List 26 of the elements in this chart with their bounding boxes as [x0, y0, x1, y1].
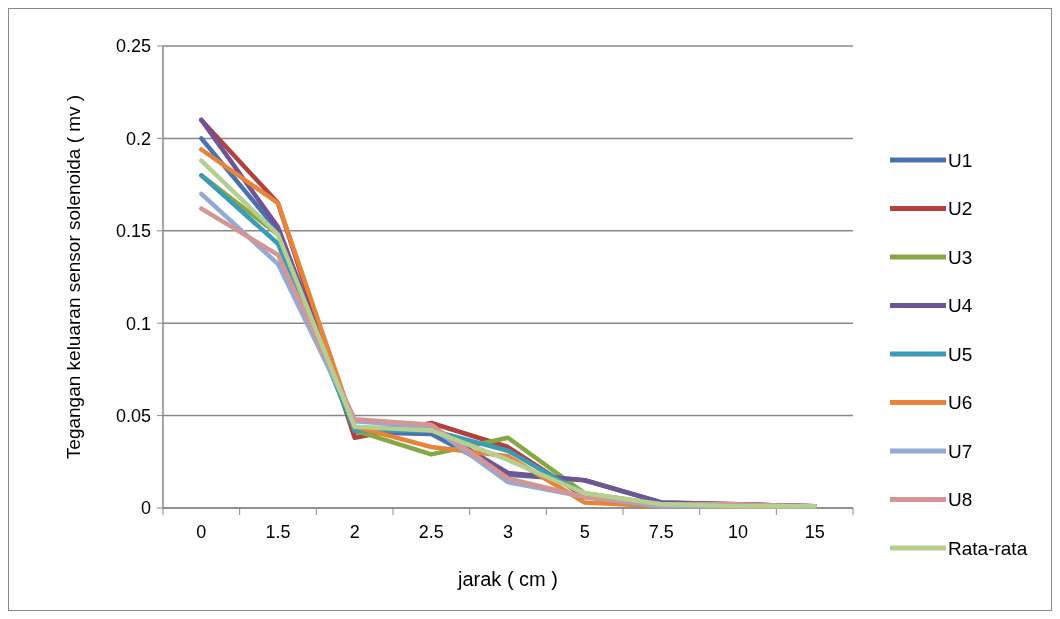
legend-label: U7: [948, 440, 973, 462]
x-tick-label: 7.5: [648, 522, 674, 542]
x-tick-label: 0: [196, 522, 207, 542]
x-tick-label: 3: [502, 522, 514, 542]
y-tick-label: 0: [140, 498, 151, 519]
x-tick-label: 2.5: [418, 522, 444, 542]
x-tick-label: 2: [349, 522, 360, 542]
y-tick-label: 0.25: [115, 36, 151, 57]
y-tick-label: 0.05: [115, 405, 151, 426]
legend-label: U3: [948, 246, 973, 268]
x-tick-label: 5: [579, 522, 590, 542]
x-tick-label: 15: [804, 522, 825, 542]
y-axis-title: Tegangan keluaran sensor solenoida ( mv ): [63, 94, 84, 460]
x-tick-label: 1.5: [265, 522, 291, 542]
legend-label: U6: [948, 392, 973, 414]
y-tick-label: 0.1: [125, 313, 151, 334]
x-tick-label: 10: [727, 522, 749, 542]
legend-label: U4: [948, 295, 973, 317]
y-tick-label: 0.15: [115, 221, 151, 242]
legend-label: Rata-rata: [948, 537, 1028, 559]
legend-label: U2: [948, 198, 973, 220]
y-tick-label: 0.2: [125, 128, 151, 149]
legend-label: U5: [948, 343, 973, 365]
legend-label: U1: [948, 149, 973, 171]
x-axis-title: jarak ( cm ): [457, 568, 558, 590]
legend-label: U8: [948, 489, 973, 511]
